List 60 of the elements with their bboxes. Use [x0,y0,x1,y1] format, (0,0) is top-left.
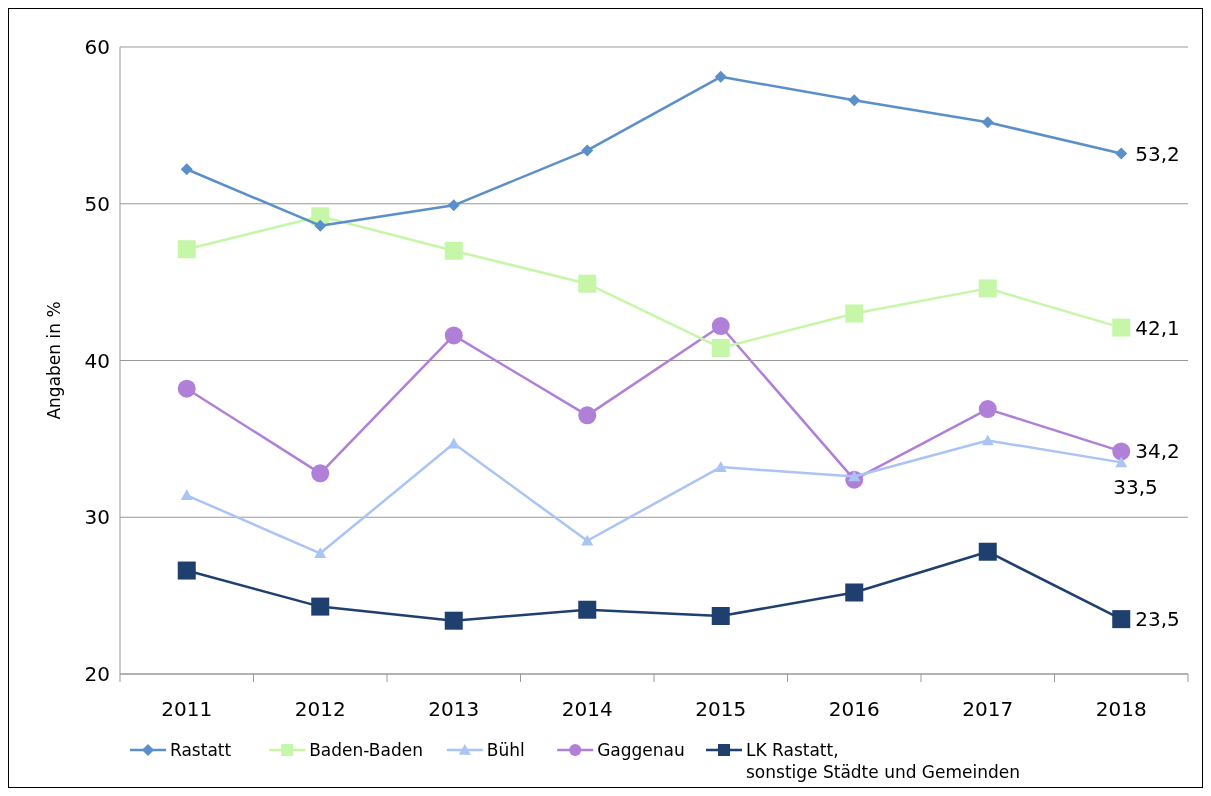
x-tick-label: 2015 [695,697,747,721]
y-tick-label: 30 [84,505,110,530]
data-label: 23,5 [1135,607,1180,632]
point [314,219,327,232]
point [444,326,463,345]
y-axis-title: Angaben in % [44,301,64,420]
x-tick-label: 2013 [428,697,480,721]
point [180,489,193,501]
point [578,406,597,425]
x-tick-label: 2011 [161,697,213,721]
point [314,547,327,559]
x-tick-label: 2018 [1095,697,1147,721]
legend-label: Rastatt [170,739,232,760]
y-tick-label: 50 [84,191,110,216]
point [578,600,597,619]
point [444,611,463,630]
point [578,274,597,293]
data-label: 53,2 [1135,141,1180,166]
point [978,400,997,419]
point [177,561,196,580]
point [1115,456,1128,468]
legend-label: LK Rastatt, sonstige Städte und Gemeinden [746,739,1021,783]
point [981,116,994,129]
point [714,461,727,472]
point [845,304,864,323]
point [714,70,727,83]
point [1112,442,1131,461]
y-tick-label: 60 [84,35,110,59]
x-tick-label: 2016 [828,697,880,721]
data-label: 42,1 [1135,315,1180,340]
x-tick-label: 2012 [294,697,346,721]
point [177,240,196,259]
point [978,279,997,298]
y-tick-label: 20 [84,662,110,686]
point [581,144,594,157]
x-tick-label: 2017 [962,697,1014,721]
point [711,317,730,336]
point [848,94,861,107]
point [447,199,460,212]
point [711,338,730,357]
point [311,464,330,483]
x-tick-label: 2014 [561,697,613,721]
point [1112,318,1131,337]
point [711,607,730,625]
point [978,542,997,561]
point [444,241,463,260]
point [177,379,196,398]
legend-label: Baden-Baden [309,739,423,760]
point [581,534,594,546]
point [1112,610,1131,629]
data-label: 33,5 [1113,475,1158,500]
y-tick-label: 40 [84,348,110,373]
legend-label: Bühl [486,739,525,760]
point [845,583,864,602]
point [981,434,994,446]
data-label: 34,2 [1135,439,1180,464]
point [180,163,193,176]
point [311,597,330,616]
point [1115,147,1128,160]
legend-label: Gaggenau [597,739,685,760]
